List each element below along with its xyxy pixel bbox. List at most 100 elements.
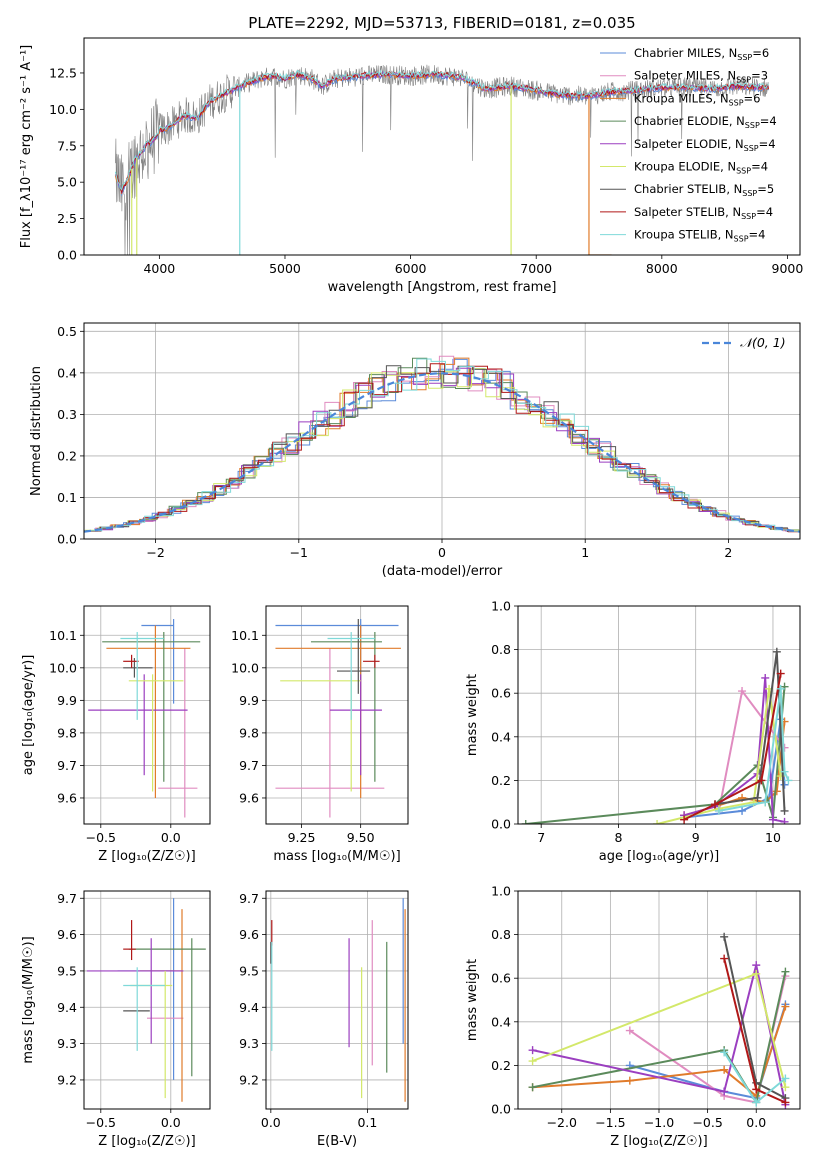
axes-frame <box>83 322 801 540</box>
grid-lines <box>266 891 408 1109</box>
weight-series-marker <box>680 815 689 824</box>
y-tick-label: 9.8 <box>239 725 259 740</box>
x-tick-label: 10 <box>765 830 781 845</box>
y-tick-label: 9.2 <box>57 1072 77 1087</box>
grid-lines <box>84 891 210 1109</box>
y-tick-label: 10.0 <box>49 660 77 675</box>
error-bar-point <box>128 938 206 1077</box>
x-tick-label: 0.0 <box>746 1115 766 1130</box>
weight-series-marker <box>781 1002 790 1011</box>
y-tick-label: 7.5 <box>57 138 77 153</box>
y-axis-label: mass [log₁₀(M/M☉)] <box>21 936 36 1063</box>
error-bar-point <box>86 938 184 1044</box>
x-tick-label: −0.5 <box>692 1115 722 1130</box>
legend-label: Salpeter ELODIE, NSSP=4 <box>634 137 776 153</box>
error-bar-point <box>123 967 166 1051</box>
x-tick-label: −1.5 <box>595 1115 625 1130</box>
weight-series-marker <box>711 800 720 809</box>
y-tick-label: 0.0 <box>57 532 77 547</box>
y-tick-label: 0.1 <box>57 490 77 505</box>
weight-series-marker <box>528 1083 537 1092</box>
y-tick-label: 0.4 <box>491 729 511 744</box>
weight-series-marker <box>780 780 789 789</box>
y-tick-label: 0.3 <box>57 407 77 422</box>
weight-series-marker <box>780 767 789 776</box>
weight-series-marker <box>528 1057 537 1066</box>
legend-label: Salpeter STELIB, NSSP=4 <box>634 205 773 221</box>
y-tick-label: 5.0 <box>57 175 77 190</box>
y-tick-label: 0.0 <box>57 248 77 263</box>
y-tick-label: 9.7 <box>239 758 259 773</box>
age-vs-metallicity-panel: −0.5 0.0 9.6 9.7 9.8 9.9 10.0 10.1 Z [log₁₀(Z/Z☉… <box>21 605 211 864</box>
residual-histogram-step <box>85 365 800 532</box>
x-tick-label: −0.5 <box>86 830 116 845</box>
x-tick-label: 0.1 <box>357 1115 377 1130</box>
weight-series <box>528 969 790 1092</box>
x-tick-label: 1 <box>581 545 589 560</box>
error-bar-point <box>141 619 175 704</box>
x-axis-label: age [log₁₀(age/yr)] <box>599 849 720 864</box>
y-tick-label: 9.6 <box>239 790 259 805</box>
model-spectrum-line <box>114 69 769 191</box>
weight-series <box>680 673 789 824</box>
normal-distribution-curve <box>84 372 800 533</box>
model-spectrum-line <box>114 70 769 194</box>
error-bar-point <box>123 654 139 668</box>
weight-series <box>720 1048 790 1107</box>
weight-series-marker <box>780 806 789 815</box>
residual-legend: 𝒩(0, 1) <box>702 335 786 350</box>
weight-series-marker <box>781 967 790 976</box>
y-tick-label: 9.9 <box>57 693 77 708</box>
residual-histogram-step <box>84 368 800 531</box>
y-tick-label: 9.8 <box>57 725 77 740</box>
y-tick-label: 9.3 <box>239 1036 259 1051</box>
error-bar-point <box>275 619 399 704</box>
weight-series-line <box>532 964 787 1105</box>
weight-series-marker <box>757 776 766 785</box>
weight-series-marker <box>738 806 747 815</box>
mass-vs-extinction-panel: 0.0 0.1 9.2 9.3 9.4 9.5 9.6 9.7 E(B-V) <box>239 890 409 1149</box>
x-tick-label: 9 <box>692 830 700 845</box>
residual-histogram-panel: −2 −1 0 1 2 0.0 0.1 0.2 0.3 0.4 0.5 (data-model)/er… <box>29 322 801 579</box>
x-tick-label: 5000 <box>269 261 301 276</box>
error-bar-point <box>120 632 164 720</box>
age-vs-mass-panel: 9.25 9.50 9.6 9.7 9.8 9.9 10.0 10.1 mass [log₁₀(… <box>231 605 409 864</box>
y-tick-label: 9.4 <box>239 1000 259 1015</box>
weight-series-marker <box>772 787 781 796</box>
y-tick-label: 1.0 <box>491 599 511 614</box>
x-axis-label: Z [log₁₀(Z/Z☉)] <box>610 1134 707 1149</box>
x-tick-label: 7 <box>537 830 545 845</box>
x-tick-label: 8 <box>614 830 622 845</box>
weight-series-marker <box>781 1083 790 1092</box>
weight-series-marker <box>720 1048 729 1057</box>
x-tick-label: 0.0 <box>261 1115 281 1130</box>
weight-series-marker <box>781 1074 790 1083</box>
plot-area <box>275 619 401 818</box>
error-bar-point <box>106 625 191 798</box>
x-tick-label: −0.5 <box>86 1115 116 1130</box>
error-bar-point <box>329 674 382 776</box>
y-tick-label: 9.7 <box>57 891 77 906</box>
plot-area <box>84 355 800 533</box>
figure-title: PLATE=2292, MJD=53713, FIBERID=0181, z=0… <box>248 14 635 32</box>
x-axis-label: wavelength [Angstrom, rest frame] <box>328 280 557 295</box>
weight-series <box>680 669 785 824</box>
weight-series-marker <box>776 684 785 693</box>
axes-frame <box>517 890 801 1110</box>
y-tick-label: 9.7 <box>239 891 259 906</box>
weight-series-marker <box>753 793 762 802</box>
weight-series-marker <box>781 1098 790 1107</box>
x-tick-label: 7000 <box>520 261 552 276</box>
weight-series-marker <box>720 954 729 963</box>
y-tick-label: 0.0 <box>491 1102 511 1117</box>
weight-vs-age-panel: 7 8 9 10 0.0 0.2 0.4 0.6 0.8 1.0 age [log₁₀(age/yr… <box>465 599 801 864</box>
x-axis-label: (data-model)/error <box>382 564 503 579</box>
weight-series-marker <box>653 820 662 824</box>
y-tick-label: 0.4 <box>491 1014 511 1029</box>
weight-series-marker <box>625 1076 634 1085</box>
error-bar-point <box>88 674 188 776</box>
residual-histogram-step <box>86 363 800 533</box>
error-bar-point <box>275 648 385 818</box>
weight-series-marker <box>780 817 789 824</box>
weight-series-marker <box>772 647 781 656</box>
